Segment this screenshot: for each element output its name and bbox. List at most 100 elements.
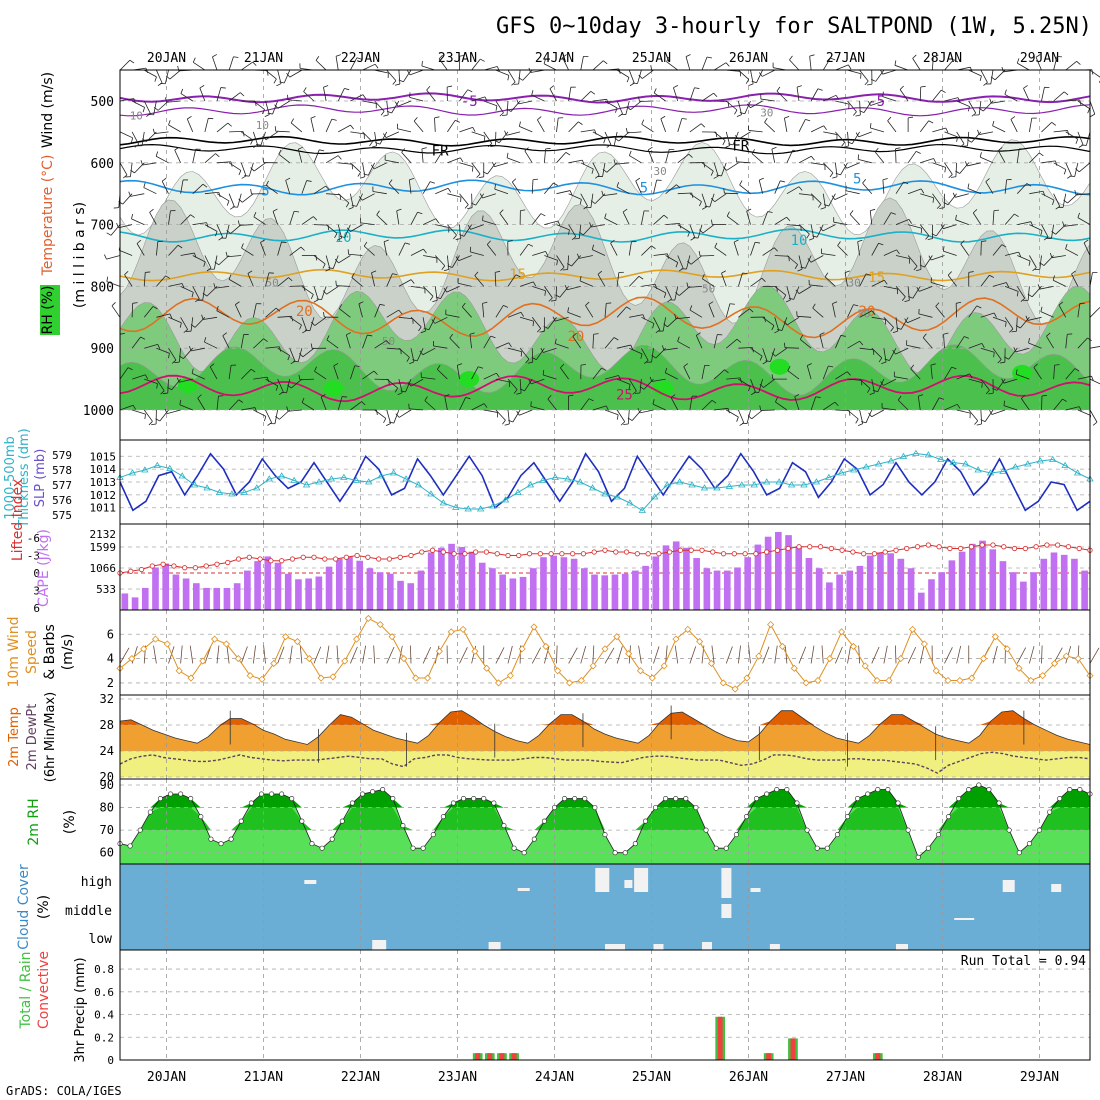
wind-barb-flag (490, 145, 496, 147)
wind-barb-flag (287, 355, 290, 361)
wind10-marker (601, 645, 609, 653)
wind-barb-flag (127, 367, 133, 371)
wind-barb-flag (358, 301, 364, 305)
wind-barb-flag (1037, 284, 1041, 290)
wind-barb-flag (945, 127, 949, 133)
wind-barb-flag (429, 296, 434, 301)
wind-barb-flag (701, 206, 707, 210)
wind-barb (786, 255, 798, 265)
rh-marker (895, 800, 901, 806)
wind-barb (897, 399, 909, 411)
wind-barb (824, 276, 836, 287)
wind-barb-flag (346, 332, 351, 336)
wind-barb-flag (334, 233, 338, 238)
lifted-index-marker (1076, 545, 1082, 552)
wind-barb (956, 373, 970, 380)
wind-barb (1051, 224, 1055, 239)
wind-barb-flag (395, 101, 399, 107)
wind-barb-flag (134, 143, 139, 148)
thickness-marker (128, 469, 137, 476)
thickness-marker (365, 478, 373, 485)
wind-barb (519, 126, 533, 133)
wind-barb (572, 336, 582, 349)
rh-marker (481, 796, 487, 802)
wind-barb (894, 64, 909, 71)
wind-barb-flag (747, 415, 753, 420)
wind-barb-flag (835, 172, 841, 176)
wind-barb (1021, 398, 1030, 411)
wind10-marker (802, 679, 810, 687)
wind-barb-flag (392, 273, 398, 276)
wind-barb-flag (977, 129, 980, 135)
wind-barb-flag (465, 397, 471, 400)
lifted-index-marker (548, 551, 554, 557)
wind10-barb (653, 646, 660, 664)
wind-barb-flag (780, 180, 786, 183)
wind-barb (810, 193, 822, 204)
wind-barb-flag (519, 388, 525, 392)
rh-contour-label: 50 (266, 276, 279, 289)
wind-barb (822, 57, 831, 71)
wind-barb-flag (910, 364, 915, 370)
wind-barb-flag (1076, 60, 1081, 65)
cape-bar (335, 558, 343, 610)
wind-barb (1028, 342, 1042, 349)
wind-barb-flag (615, 107, 618, 113)
cloud-gap (605, 944, 625, 950)
wind-barb (155, 241, 159, 256)
wind-barb (849, 214, 860, 225)
rh-legend-swatch (40, 285, 60, 335)
rh-marker (248, 800, 254, 806)
wind-barb-flag (303, 87, 307, 92)
wind-barb (555, 316, 569, 322)
wind-barb (688, 286, 703, 288)
cape-bar (581, 568, 588, 610)
wind-barb (518, 70, 521, 85)
wind-barb (495, 378, 510, 383)
thickness-marker (476, 505, 485, 512)
bottom-date-label: 25JAN (632, 1070, 671, 1085)
wind-barb (386, 378, 398, 389)
wind-barb-flag (899, 85, 904, 90)
wind10-marker (648, 674, 656, 682)
wind-barb (907, 255, 918, 267)
wind-barb (992, 347, 1002, 360)
wind-barb (847, 304, 854, 318)
wind-barb (344, 224, 351, 238)
wind-barb (835, 100, 850, 105)
thickness-marker (315, 478, 323, 485)
wind-barb-flag (118, 201, 123, 205)
wind-barb-flag (506, 152, 509, 158)
wind-barb (871, 409, 885, 418)
wind-barb (697, 224, 703, 239)
wind-barb (917, 396, 921, 411)
wind-barb-flag (614, 137, 619, 142)
wind-barb-flag (215, 153, 220, 158)
thickness-marker (899, 452, 908, 459)
wind-barb-flag (483, 403, 488, 408)
wind-barb (156, 347, 170, 354)
wind10-marker (778, 642, 787, 650)
wind-barb-flag (326, 335, 330, 341)
wind-barb (348, 253, 363, 256)
wind-barb-flag (951, 366, 957, 370)
wind-barb-flag (197, 394, 202, 399)
rh-marker (349, 800, 355, 806)
wind-barb-flag (940, 224, 944, 229)
wind-barb (604, 409, 619, 416)
wind-barb (315, 60, 327, 71)
wind10-barb (409, 645, 412, 664)
isotherm-label: 10 (791, 233, 808, 249)
wind-barb (191, 347, 205, 352)
wind-barb-flag (496, 372, 500, 378)
wind-barb (118, 224, 133, 229)
wind-barb (524, 378, 533, 392)
wind-barb (156, 378, 165, 391)
wind-barb-flag (868, 412, 872, 418)
wind-barb-flag (601, 190, 604, 196)
li-tick-label: 0 (33, 567, 40, 580)
wind-barb-flag (543, 58, 546, 64)
wind-barb (781, 317, 788, 331)
wind-barb (398, 409, 412, 418)
wind10-marker (613, 633, 621, 641)
